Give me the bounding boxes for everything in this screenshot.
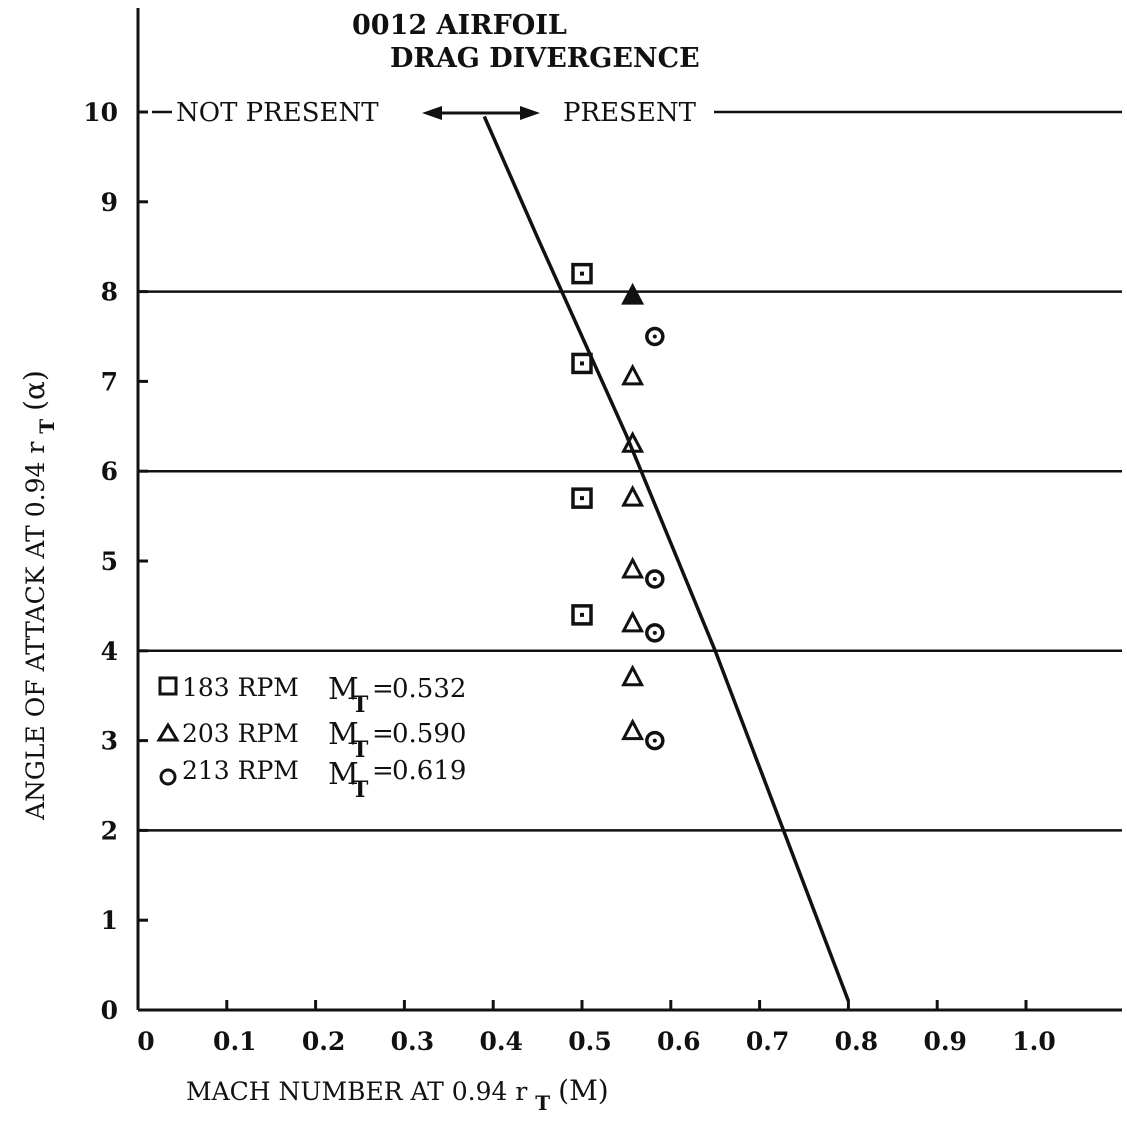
data-point-square-center <box>580 612 584 617</box>
data-point-square <box>571 262 593 285</box>
legend-value-183: 0.532 <box>392 674 466 704</box>
data-point-circle <box>645 623 665 643</box>
y-tick-label: 2 <box>101 816 118 845</box>
legend-mt-203: M <box>328 717 359 752</box>
y-tick-label: 1 <box>101 906 118 935</box>
legend-eq-183: = <box>372 674 394 704</box>
grid-layer <box>138 110 1122 832</box>
data-point-circle-center <box>652 334 657 339</box>
data-point-square-center <box>580 496 584 501</box>
x-axis-label-sub: T <box>535 1091 550 1115</box>
x-tick-label: 0.7 <box>746 1027 790 1056</box>
legend-entry-213: 213 RPM M T = 0.619 <box>159 756 466 803</box>
data-point-square <box>571 487 593 509</box>
data-point-circle <box>645 326 665 347</box>
x-tick-label: 0.6 <box>657 1027 701 1056</box>
legend-circle-marker <box>159 768 177 786</box>
double-arrow-icon <box>422 106 540 120</box>
y-axis-label: ANGLE OF ATTACK AT 0.94 r T (α) <box>18 370 60 821</box>
x-tick-label: 0.1 <box>213 1027 257 1056</box>
data-point-square <box>571 604 593 626</box>
legend-mt-sub-203: T <box>352 737 369 763</box>
x-tick-label: 0.2 <box>302 1027 346 1056</box>
legend-entry-203: 203 RPM M T = 0.590 <box>156 717 466 763</box>
legend-triangle-marker <box>156 722 180 742</box>
axes-layer <box>136 8 1122 1012</box>
data-point-square-center <box>580 271 584 276</box>
data-point-triangle <box>621 431 645 453</box>
data-point-triangle <box>621 610 645 633</box>
legend-label-213: 213 RPM <box>182 756 299 785</box>
y-axis-label-main: ANGLE OF ATTACK AT 0.94 r <box>21 442 50 821</box>
data-point-square-center <box>580 361 584 366</box>
data-point-triangle <box>621 556 645 579</box>
data-point-circle-center <box>652 630 657 635</box>
legend-eq-213: = <box>372 756 394 786</box>
legend-value-203: 0.590 <box>392 719 466 749</box>
legend-mt-sub-183: T <box>352 692 369 718</box>
legend: 183 RPM M T = 0.532 203 RPM M T = 0.590 … <box>156 672 466 803</box>
legend-value-213: 0.619 <box>392 756 466 786</box>
y-tick-label: 4 <box>101 637 118 666</box>
data-point-circle-center <box>652 738 657 743</box>
x-axis-label-suffix: (M) <box>558 1074 609 1107</box>
legend-eq-203: = <box>372 719 394 749</box>
legend-label-183: 183 RPM <box>182 673 299 702</box>
y-tick-label: 7 <box>101 367 118 396</box>
y-axis-label-sub: T <box>35 419 59 434</box>
y-tick-label: 10 <box>83 98 118 127</box>
region-left-label: NOT PRESENT <box>176 98 379 128</box>
x-tick-label: 0.4 <box>479 1027 523 1056</box>
data-point-triangle <box>621 282 645 305</box>
region-right-label: PRESENT <box>563 98 697 128</box>
legend-mt-sub-213: T <box>352 777 369 803</box>
data-point-circle-center <box>652 576 657 581</box>
data-point-triangle <box>621 718 645 741</box>
legend-mt-213: M <box>328 757 359 792</box>
data-point-square <box>571 352 593 375</box>
data-point-circle <box>645 569 665 589</box>
legend-square-marker <box>158 676 178 696</box>
data-point-triangle <box>621 363 645 386</box>
x-tick-label: 0.9 <box>923 1027 967 1056</box>
points-layer <box>571 262 665 751</box>
y-tick-label: 3 <box>101 727 118 756</box>
y-tick-label: 8 <box>101 278 118 307</box>
x-axis-label-main: MACH NUMBER AT 0.94 r <box>186 1077 527 1106</box>
x-tick-label: 0 <box>137 1027 154 1056</box>
y-tick-label: 5 <box>101 547 118 576</box>
legend-entry-183: 183 RPM M T = 0.532 <box>158 672 466 718</box>
ticks-layer: 0 0.1 0.2 0.3 0.4 0.5 0.6 0.7 0.8 0.9 1.0 0 1 2 3 4 5 6 7 8… <box>83 98 1056 1056</box>
x-tick-label: 0.5 <box>568 1027 612 1056</box>
x-tick-label: 1.0 <box>1012 1027 1056 1056</box>
legend-mt-183: M <box>328 672 359 707</box>
data-point-circle <box>645 730 665 751</box>
boundary-layer <box>482 115 851 1002</box>
chart-subtitle: DRAG DIVERGENCE <box>390 43 700 74</box>
chart-title: 0012 AIRFOIL <box>352 10 567 41</box>
y-tick-label: 6 <box>101 457 118 486</box>
legend-label-203: 203 RPM <box>182 719 299 748</box>
y-axis-label-suffix: (α) <box>18 370 51 411</box>
drag-divergence-boundary-line <box>482 115 851 1002</box>
x-tick-label: 0.3 <box>391 1027 435 1056</box>
y-tick-label: 0 <box>101 996 118 1025</box>
data-point-triangle <box>621 484 645 507</box>
data-point-triangle <box>621 664 645 687</box>
x-tick-label: 0.8 <box>835 1027 879 1056</box>
y-tick-label: 9 <box>101 188 118 217</box>
x-axis-label: MACH NUMBER AT 0.94 r T (M) <box>186 1074 609 1116</box>
